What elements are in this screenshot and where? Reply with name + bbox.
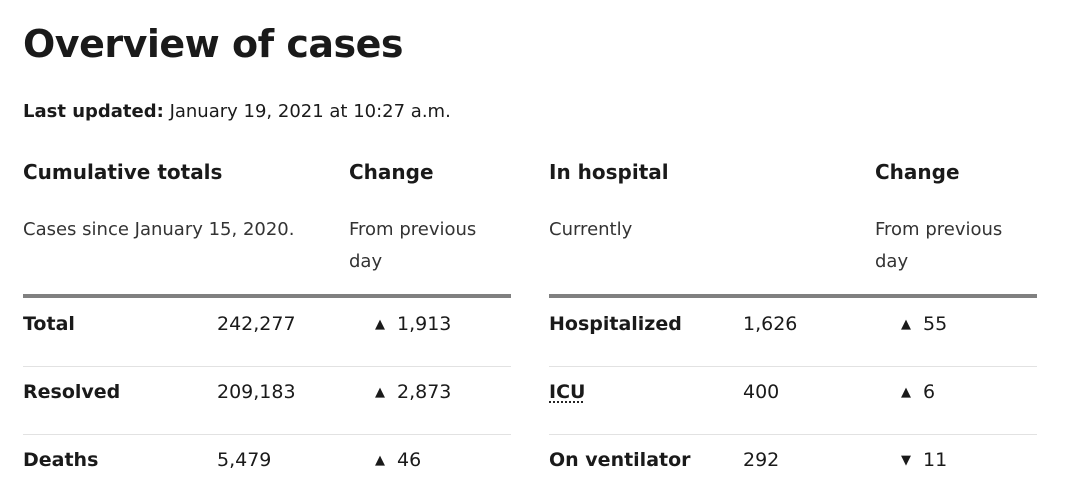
row-change: ▲ 1,913 — [375, 299, 451, 349]
hospital-change-subheading: From previous day — [875, 219, 1003, 272]
row-change: ▲ 2,873 — [375, 367, 451, 417]
row-label: Total — [23, 313, 75, 335]
change-value: 2,873 — [397, 381, 452, 403]
row-value: 5,479 — [217, 449, 272, 471]
row-change: ▲ 55 — [901, 299, 947, 349]
row-value: 292 — [743, 449, 780, 471]
row-label[interactable]: ICU — [549, 367, 585, 417]
row-value: 1,626 — [743, 313, 798, 335]
cumulative-change-heading: Change — [349, 160, 434, 184]
arrow-up-icon: ▲ — [375, 384, 385, 400]
row-change: ▼ 11 — [901, 435, 947, 485]
row-change: ▲ 6 — [901, 367, 935, 417]
hospital-heading: In hospital — [549, 160, 669, 184]
change-value: 1,913 — [397, 313, 452, 335]
table-row: Hospitalized 1,626 ▲ 55 — [549, 299, 1037, 367]
table-row: Total 242,277 ▲ 1,913 — [23, 299, 511, 367]
arrow-up-icon: ▲ — [375, 452, 385, 468]
table-row: On ventilator 292 ▼ 11 — [549, 435, 1037, 501]
row-value: 209,183 — [217, 381, 296, 403]
arrow-up-icon: ▲ — [901, 316, 911, 332]
last-updated-label: Last updated: — [23, 101, 164, 122]
arrow-up-icon: ▲ — [375, 316, 385, 332]
last-updated-value: January 19, 2021 at 10:27 a.m. — [169, 101, 451, 122]
change-value: 46 — [397, 449, 422, 471]
table-row: Resolved 209,183 ▲ 2,873 — [23, 367, 511, 435]
row-label: Deaths — [23, 449, 99, 471]
change-value: 11 — [923, 449, 948, 471]
row-label: Hospitalized — [549, 313, 682, 335]
change-value: 6 — [923, 381, 936, 403]
header-divider — [23, 294, 511, 298]
arrow-down-icon: ▼ — [901, 452, 911, 468]
table-row: Deaths 5,479 ▲ 46 — [23, 435, 511, 501]
cumulative-change-subheading: From previous day — [349, 219, 477, 272]
row-change: ▲ 46 — [375, 435, 421, 485]
last-updated: Last updated: January 19, 2021 at 10:27 … — [23, 101, 451, 122]
row-value: 400 — [743, 381, 780, 403]
header-divider — [549, 294, 1037, 298]
row-label: On ventilator — [549, 449, 691, 471]
cumulative-subheading: Cases since January 15, 2020. — [23, 219, 295, 240]
row-value: 242,277 — [217, 313, 296, 335]
table-row: ICU 400 ▲ 6 — [549, 367, 1037, 435]
hospital-change-heading: Change — [875, 160, 960, 184]
cumulative-heading: Cumulative totals — [23, 160, 223, 184]
change-value: 55 — [923, 313, 948, 335]
hospital-subheading: Currently — [549, 219, 633, 240]
page-title: Overview of cases — [23, 22, 404, 66]
arrow-up-icon: ▲ — [901, 384, 911, 400]
row-label: Resolved — [23, 381, 121, 403]
icu-abbreviation[interactable]: ICU — [549, 381, 586, 403]
